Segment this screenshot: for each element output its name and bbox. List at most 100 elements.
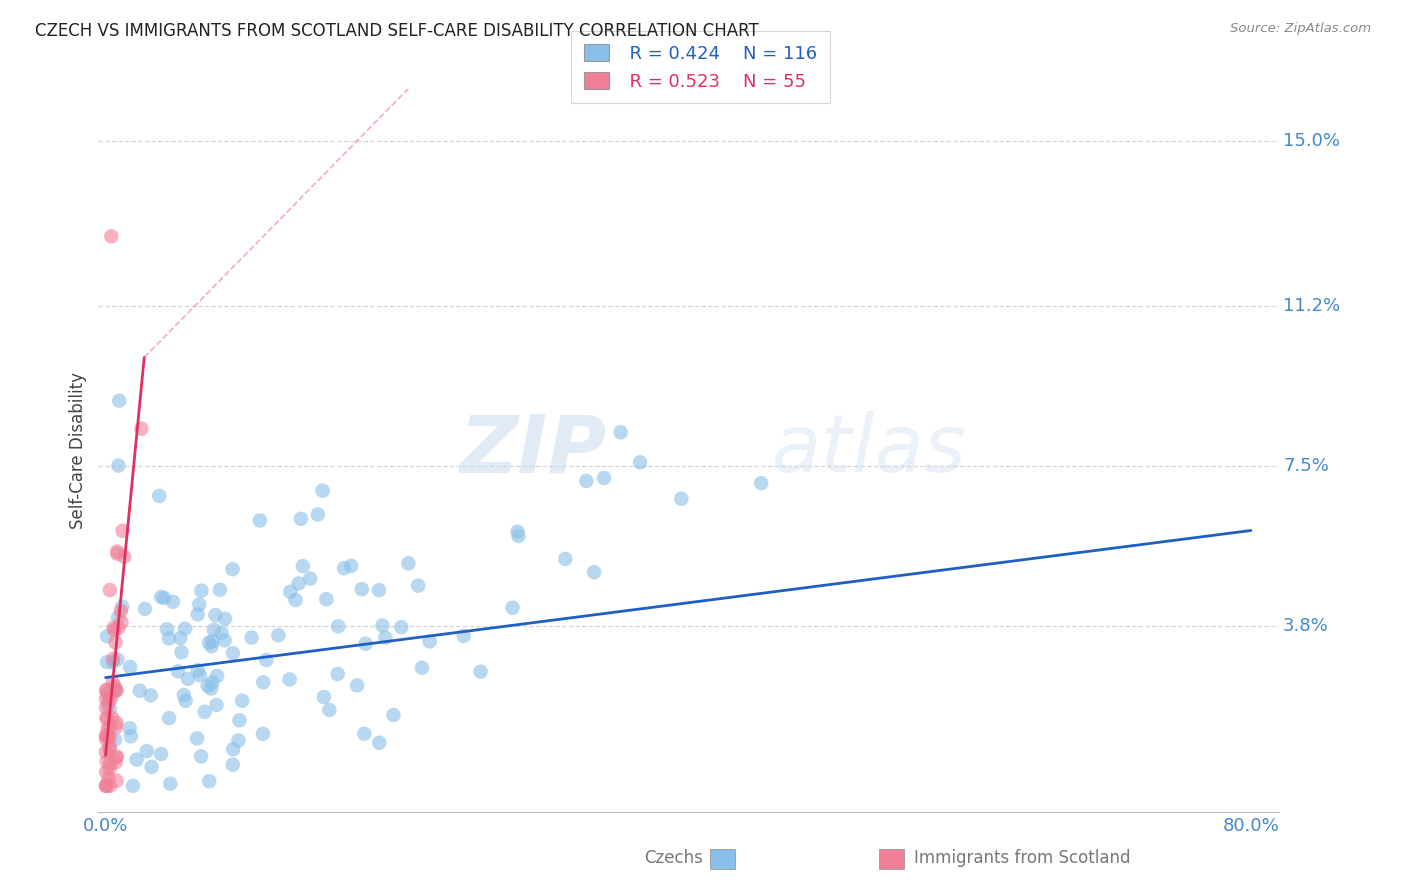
Point [278,673,301,687]
Point [128,683,150,698]
Point [98,742,121,756]
Point [134,602,156,616]
Point [111,599,134,614]
Point [105,773,128,788]
Point [396,557,419,571]
Point [98,731,121,746]
Point [609,425,631,440]
Text: CZECH VS IMMIGRANTS FROM SCOTLAND SELF-CARE DISABILITY CORRELATION CHART: CZECH VS IMMIGRANTS FROM SCOTLAND SELF-C… [35,22,759,40]
Point [575,474,598,488]
Point [205,698,228,712]
Point [231,694,253,708]
Point [453,629,475,643]
Point [98,756,121,771]
Point [312,690,335,704]
Point [200,681,222,696]
Point [204,608,226,623]
Point [267,628,290,642]
Point [150,747,173,761]
Point [198,774,221,789]
Point [108,393,131,408]
Point [96,779,118,793]
Point [326,667,349,681]
Point [240,631,263,645]
Point [104,635,127,649]
Point [671,491,693,506]
Point [228,714,250,728]
Point [131,422,153,436]
Point [249,513,271,527]
Point [419,634,441,648]
Point [346,678,368,692]
Point [222,742,245,756]
Point [100,229,122,244]
Point [368,583,391,598]
Point [150,590,173,604]
Point [96,711,118,725]
Point [97,729,120,743]
Point [100,691,122,706]
Point [197,679,219,693]
Point [502,600,524,615]
Point [299,572,322,586]
Point [97,771,120,785]
Point [328,619,350,633]
Point [214,633,236,648]
Point [284,593,307,607]
Point [222,646,245,660]
Point [96,732,118,747]
Point [205,669,228,683]
Text: ZIP: ZIP [458,411,606,490]
Text: 15.0%: 15.0% [1284,132,1340,150]
Point [105,750,128,764]
Point [583,565,606,579]
Point [228,733,250,747]
Point [94,692,117,706]
Point [101,710,124,724]
Point [96,779,118,793]
Point [98,739,121,754]
Point [174,622,197,636]
Point [107,621,129,635]
Point [157,711,180,725]
Point [162,595,184,609]
Point [96,712,118,726]
Point [307,508,329,522]
Point [105,749,128,764]
Point [104,756,127,770]
Point [169,631,191,645]
Point [96,629,118,643]
Legend:   R = 0.424    N = 116,   R = 0.523    N = 55: R = 0.424 N = 116, R = 0.523 N = 55 [571,31,830,103]
Point [98,701,121,715]
Text: Czechs: Czechs [644,849,703,867]
Point [187,607,209,622]
Point [252,675,274,690]
Text: 3.8%: 3.8% [1284,616,1329,635]
Point [153,591,176,605]
Point [135,744,157,758]
Point [382,708,405,723]
Point [374,631,396,645]
Point [97,722,120,736]
Point [411,661,433,675]
Point [287,576,309,591]
Point [104,732,127,747]
Point [105,715,128,730]
Point [190,583,212,598]
Point [94,745,117,759]
Point [368,736,391,750]
Point [173,688,195,702]
Point [214,612,236,626]
Point [389,620,412,634]
Point [139,689,162,703]
Point [188,598,211,612]
Point [110,615,132,629]
Point [98,690,121,704]
Point [190,749,212,764]
Point [101,675,124,690]
Point [252,727,274,741]
Point [157,632,180,646]
Text: 7.5%: 7.5% [1284,457,1329,475]
Point [177,672,200,686]
Point [221,562,243,576]
